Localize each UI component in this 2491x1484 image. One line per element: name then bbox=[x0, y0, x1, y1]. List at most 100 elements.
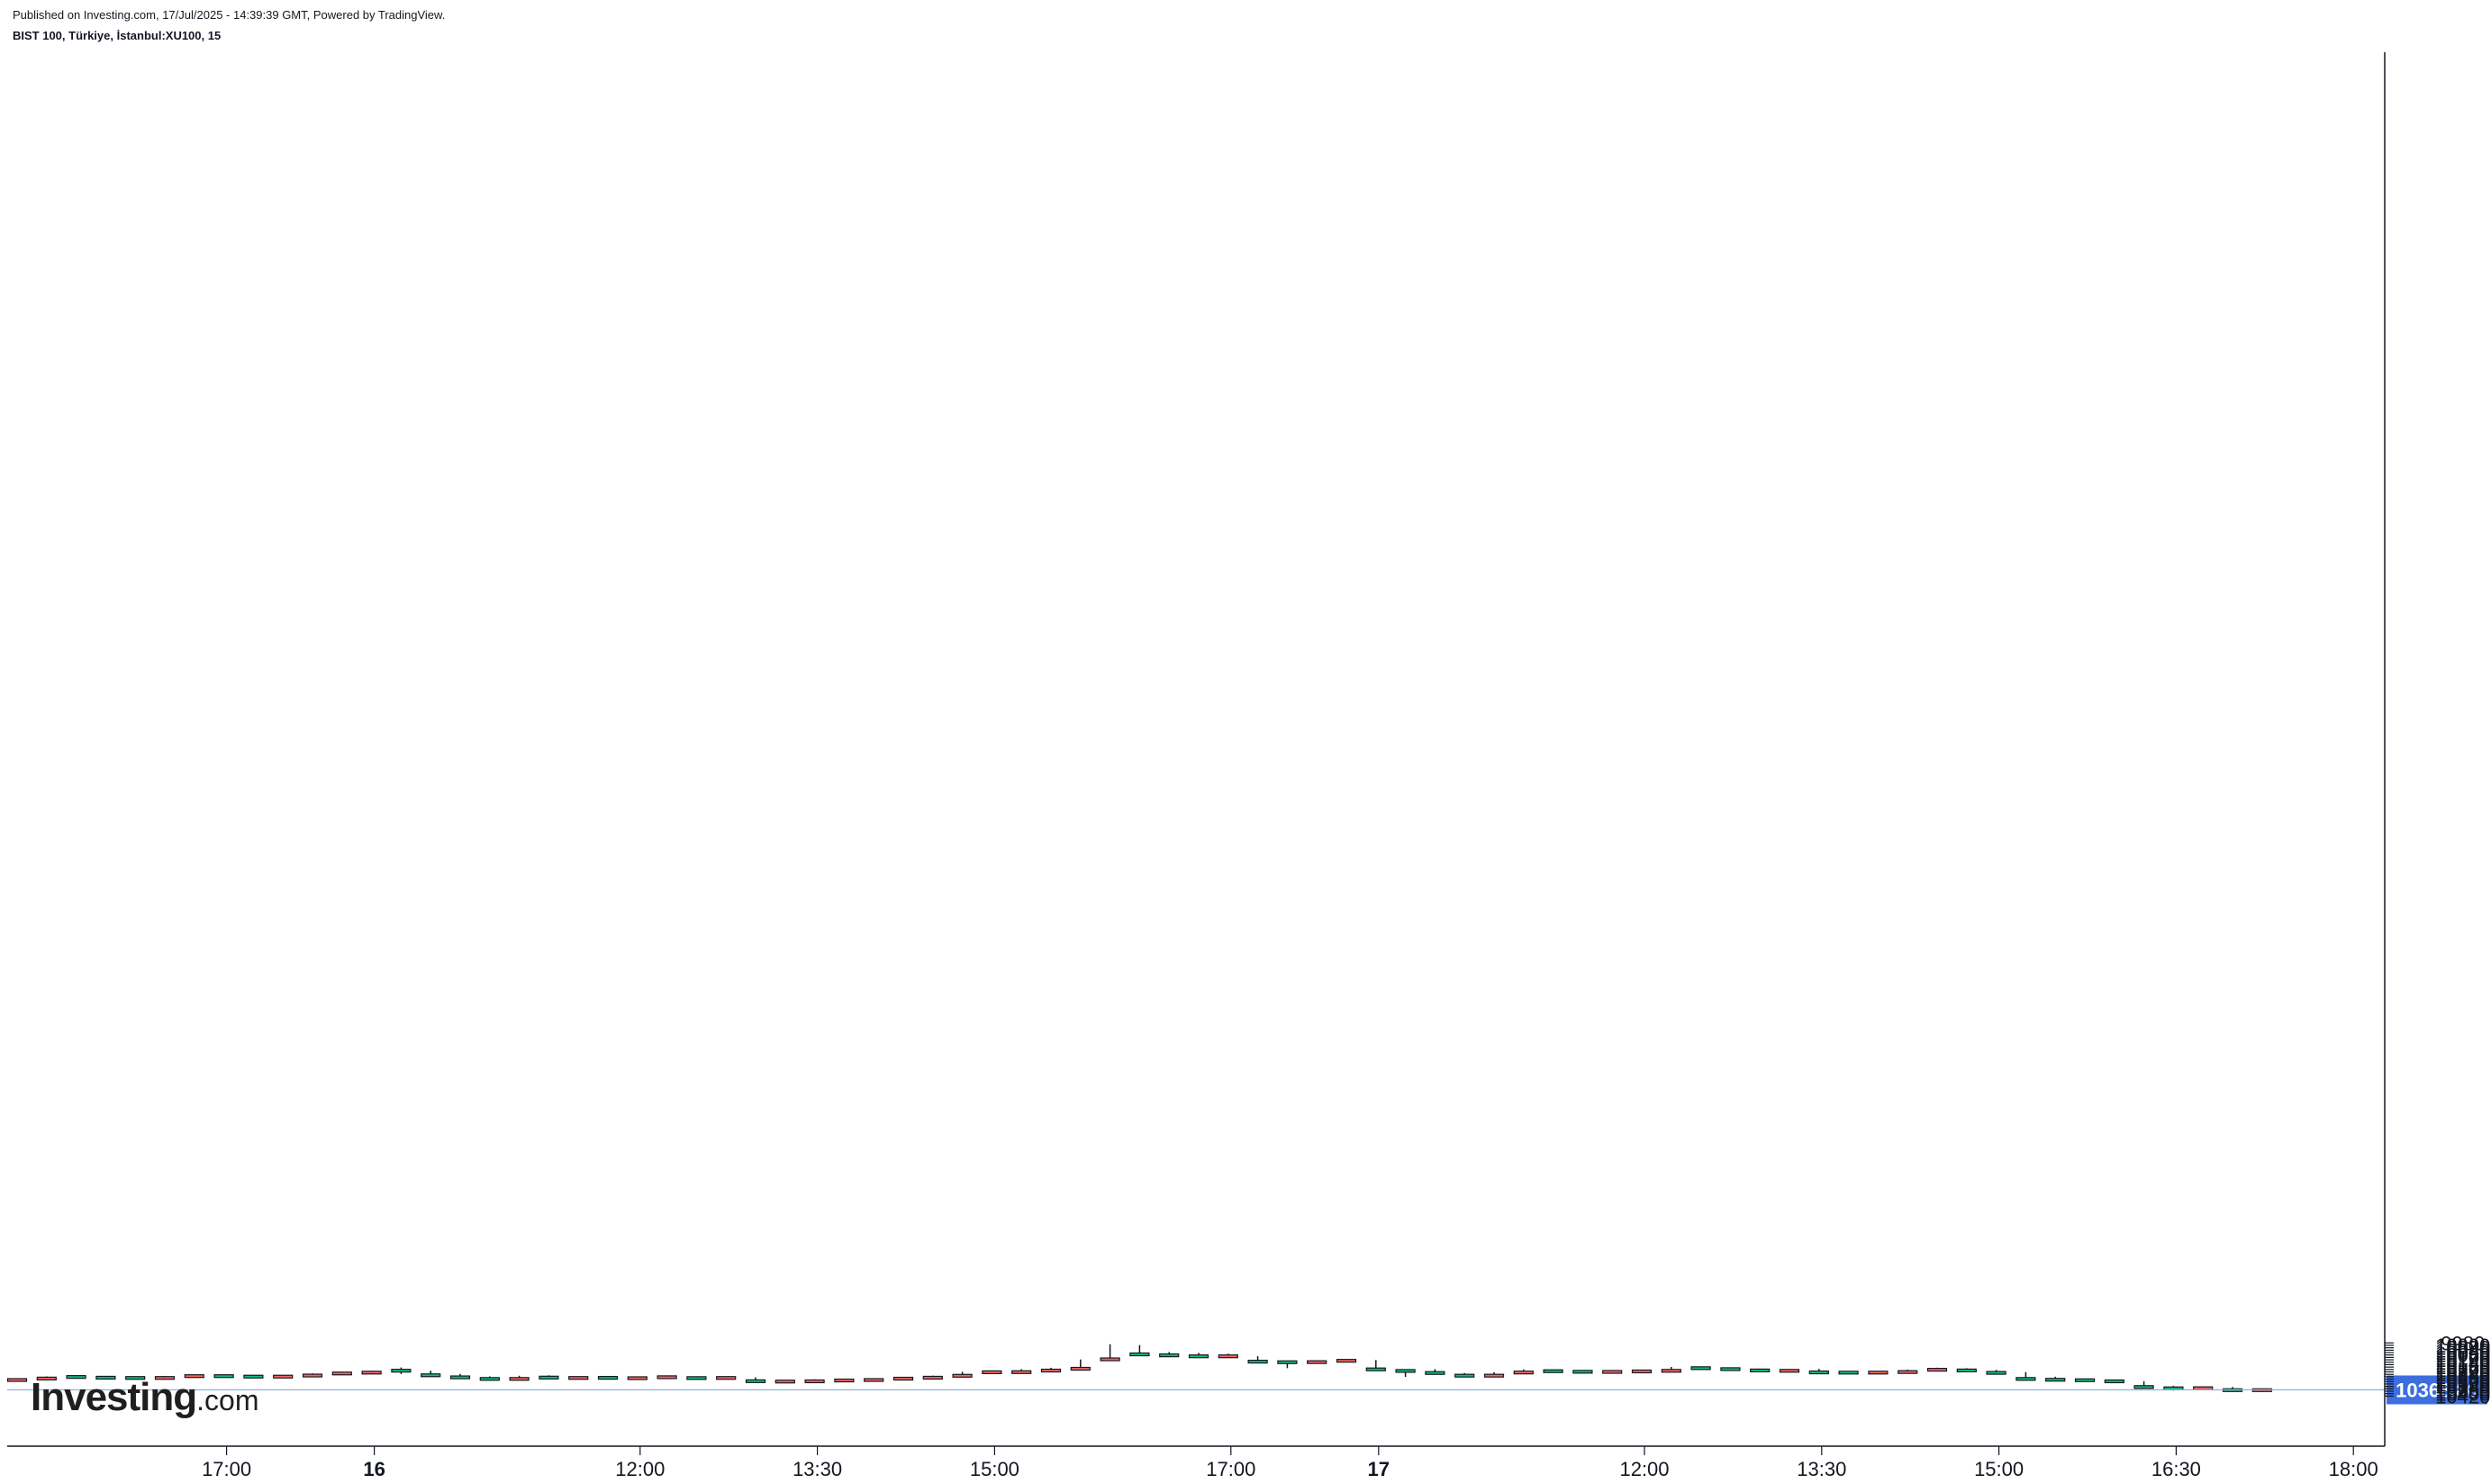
candle bbox=[1720, 1367, 1741, 1371]
candle-body-up bbox=[2104, 1379, 2124, 1384]
candle bbox=[627, 1376, 648, 1380]
candle bbox=[184, 1374, 204, 1379]
candle-body-up bbox=[1129, 1352, 1150, 1357]
candle bbox=[1159, 1352, 1180, 1358]
candle bbox=[154, 1375, 176, 1380]
candle-body-down bbox=[302, 1373, 323, 1378]
candle bbox=[1365, 1360, 1386, 1371]
candle-body-up bbox=[449, 1375, 471, 1380]
candle bbox=[745, 1377, 766, 1383]
y-tick-label: 10380.00 bbox=[2435, 1380, 2491, 1403]
symbol-title: BIST 100, Türkiye, İstanbul:XU100, 15 bbox=[13, 29, 222, 42]
x-tick-label: 15:00 bbox=[970, 1458, 1019, 1480]
candle bbox=[1808, 1369, 1829, 1375]
y-tick-label: 9980.00 bbox=[2441, 1332, 2491, 1354]
candle bbox=[1572, 1370, 1593, 1374]
y-tick-label: 10340.00 bbox=[2435, 1376, 2491, 1398]
candle bbox=[892, 1376, 914, 1381]
candle bbox=[213, 1374, 234, 1379]
candle-body-up bbox=[95, 1375, 116, 1380]
candle bbox=[539, 1375, 559, 1380]
candle-body-down bbox=[331, 1371, 352, 1376]
candle bbox=[331, 1371, 352, 1376]
price-line-layer: 10368.80 bbox=[7, 1375, 2487, 1405]
candle-body-up bbox=[1188, 1354, 1209, 1359]
y-tick-label: 10140.00 bbox=[2435, 1352, 2491, 1374]
candle-body-down bbox=[1218, 1354, 1238, 1359]
candle-body-up bbox=[1720, 1367, 1741, 1371]
x-tick-label: 13:30 bbox=[1797, 1458, 1846, 1480]
candle bbox=[2193, 1386, 2214, 1390]
candle bbox=[1779, 1369, 1800, 1373]
candle-body-up bbox=[1159, 1353, 1180, 1358]
candle bbox=[36, 1376, 57, 1380]
candle bbox=[1129, 1344, 1150, 1357]
candle-body-up bbox=[391, 1369, 412, 1373]
candle bbox=[1750, 1368, 1771, 1373]
candle-body-down bbox=[361, 1371, 382, 1375]
y-tick-label: 10100.00 bbox=[2435, 1346, 2491, 1369]
y-tick-label: 10000.00 bbox=[2435, 1335, 2491, 1357]
candle bbox=[1188, 1353, 1209, 1359]
candle bbox=[95, 1375, 116, 1380]
candle-body-up bbox=[2015, 1377, 2036, 1381]
candle bbox=[1926, 1367, 1948, 1372]
candle bbox=[273, 1374, 294, 1379]
candle bbox=[568, 1376, 589, 1380]
y-tick-label: 10400.00 bbox=[2435, 1383, 2491, 1406]
candle-body-down bbox=[6, 1378, 28, 1382]
candle bbox=[66, 1375, 86, 1380]
candle bbox=[1218, 1353, 1238, 1359]
candle-body-down bbox=[834, 1378, 855, 1383]
candle bbox=[1602, 1370, 1623, 1374]
candle bbox=[391, 1367, 412, 1374]
candle-body-up bbox=[686, 1376, 707, 1380]
candle-body-down bbox=[2193, 1386, 2214, 1390]
y-tick-label: 10260.00 bbox=[2435, 1366, 2491, 1389]
candle bbox=[302, 1373, 323, 1378]
candle-body-down bbox=[657, 1375, 677, 1380]
candle bbox=[686, 1376, 707, 1380]
y-tick-label: 10060.00 bbox=[2435, 1342, 2491, 1364]
y-tick-label: 10120.00 bbox=[2435, 1349, 2491, 1371]
candles-layer bbox=[6, 1344, 2272, 1392]
candle bbox=[1956, 1368, 1977, 1373]
candle-body-up bbox=[66, 1375, 86, 1380]
candle bbox=[597, 1375, 619, 1380]
candle bbox=[657, 1375, 677, 1380]
logo-brand: Investing bbox=[31, 1375, 197, 1419]
candle-body-down bbox=[922, 1375, 943, 1380]
candle bbox=[1986, 1370, 2006, 1375]
candle-body-down bbox=[1898, 1370, 1918, 1374]
candle bbox=[2045, 1376, 2066, 1382]
candle-body-up bbox=[213, 1374, 234, 1379]
candle-body-down bbox=[509, 1377, 530, 1381]
candle-body-up bbox=[745, 1379, 766, 1383]
candle bbox=[1307, 1360, 1327, 1364]
candle-body-up bbox=[1454, 1373, 1475, 1378]
candle bbox=[421, 1371, 441, 1378]
candle-body-down bbox=[1070, 1366, 1091, 1371]
candle-body-down bbox=[1011, 1370, 1032, 1374]
candle bbox=[1336, 1359, 1357, 1363]
y-tick-label: 10220.00 bbox=[2435, 1362, 2491, 1384]
x-tick-label: 16 bbox=[363, 1458, 385, 1480]
candle-body-down bbox=[627, 1376, 648, 1380]
candle bbox=[1040, 1367, 1062, 1373]
candle bbox=[2074, 1378, 2096, 1382]
candle-body-up bbox=[1543, 1369, 1563, 1373]
candle bbox=[1661, 1367, 1681, 1373]
candle-body-down bbox=[36, 1376, 57, 1380]
candle-body-up bbox=[2045, 1378, 2066, 1382]
candle-body-down bbox=[1868, 1371, 1889, 1375]
candle-body-down bbox=[774, 1380, 795, 1384]
y-tick-label: 10240.00 bbox=[2435, 1363, 2491, 1386]
candle-body-down bbox=[1631, 1369, 1653, 1374]
candle-body-down bbox=[1483, 1373, 1505, 1378]
candle bbox=[1070, 1359, 1091, 1371]
candle-body-up bbox=[1395, 1369, 1416, 1373]
candle-body-up bbox=[1750, 1368, 1771, 1373]
candle bbox=[716, 1376, 737, 1380]
candle-body-up bbox=[597, 1375, 619, 1380]
